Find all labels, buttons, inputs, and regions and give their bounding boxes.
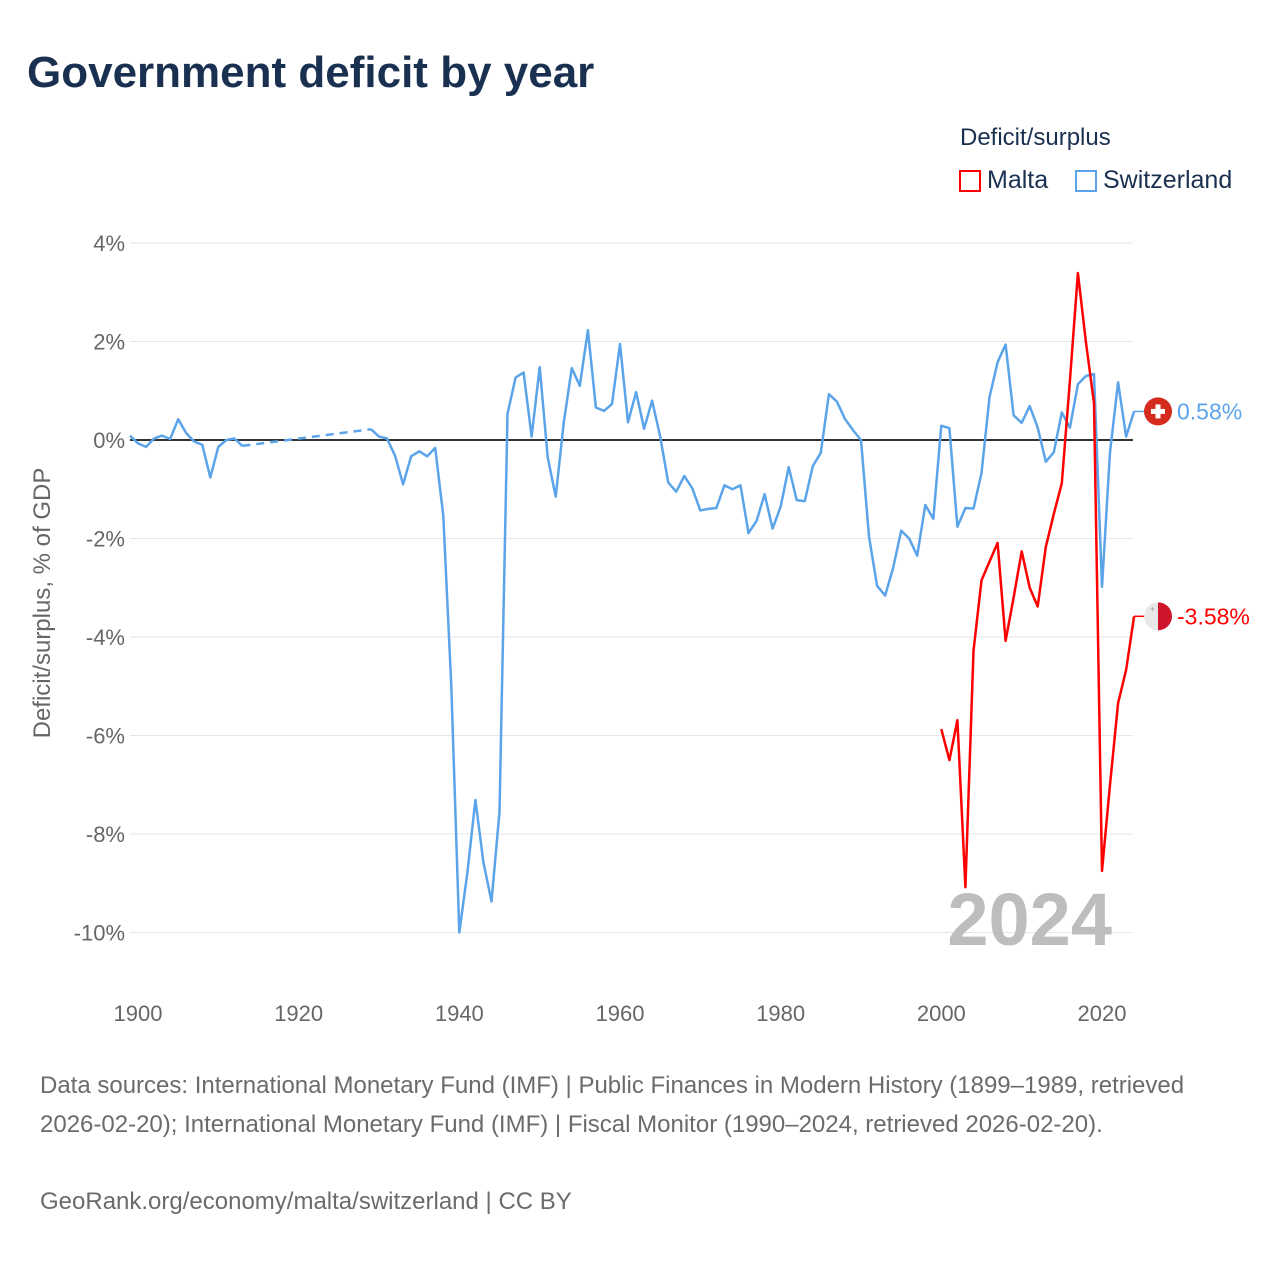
data-sources: Data sources: International Monetary Fun… <box>40 1072 1185 1138</box>
y-tick-label: 0% <box>93 428 125 453</box>
credit-link[interactable]: GeoRank.org/economy/malta/switzerland | … <box>40 1188 572 1215</box>
x-tick-label: 2000 <box>917 1001 966 1026</box>
svg-text:+: + <box>1150 604 1155 613</box>
x-tick-label: 2020 <box>1078 1001 1127 1026</box>
y-tick-label: -6% <box>86 724 125 749</box>
y-axis-title: Deficit/surplus, % of GDP <box>29 468 56 739</box>
end-value-label-switzerland: 0.58% <box>1177 398 1242 424</box>
x-tick-label: 1920 <box>274 1001 323 1026</box>
y-tick-label: -2% <box>86 527 125 552</box>
series-line-malta <box>940 271 1136 889</box>
y-tick-label: 4% <box>93 231 125 256</box>
x-tick-label: 1900 <box>114 1001 163 1026</box>
x-tick-label: 1960 <box>596 1001 645 1026</box>
y-tick-label: -4% <box>86 625 125 650</box>
legend-item-malta[interactable]: Malta <box>959 166 1048 195</box>
series-line-switzerland <box>129 328 1136 934</box>
y-tick-label: -8% <box>86 822 125 847</box>
legend-label-malta: Malta <box>987 166 1049 194</box>
chart-title: Government deficit by year <box>27 48 595 97</box>
x-tick-label: 1980 <box>756 1001 805 1026</box>
y-tick-label: -10% <box>74 921 125 946</box>
series-gap-line-switzerland <box>242 427 372 448</box>
legend-label-switzerland: Switzerland <box>1103 166 1233 194</box>
x-tick-label: 1940 <box>435 1001 484 1026</box>
switzerland-flag-icon <box>1144 397 1172 426</box>
end-value-label-malta: -3.58% <box>1177 603 1250 629</box>
y-tick-label: 2% <box>93 330 125 355</box>
current-year-label: 2024 <box>947 878 1112 961</box>
malta-flag-icon: + <box>1144 602 1172 631</box>
legend-swatch-switzerland <box>1075 169 1097 192</box>
legend-title: Deficit/surplus <box>960 124 1111 151</box>
legend-item-switzerland[interactable]: Switzerland <box>1075 166 1232 195</box>
legend-swatch-malta <box>959 169 981 192</box>
